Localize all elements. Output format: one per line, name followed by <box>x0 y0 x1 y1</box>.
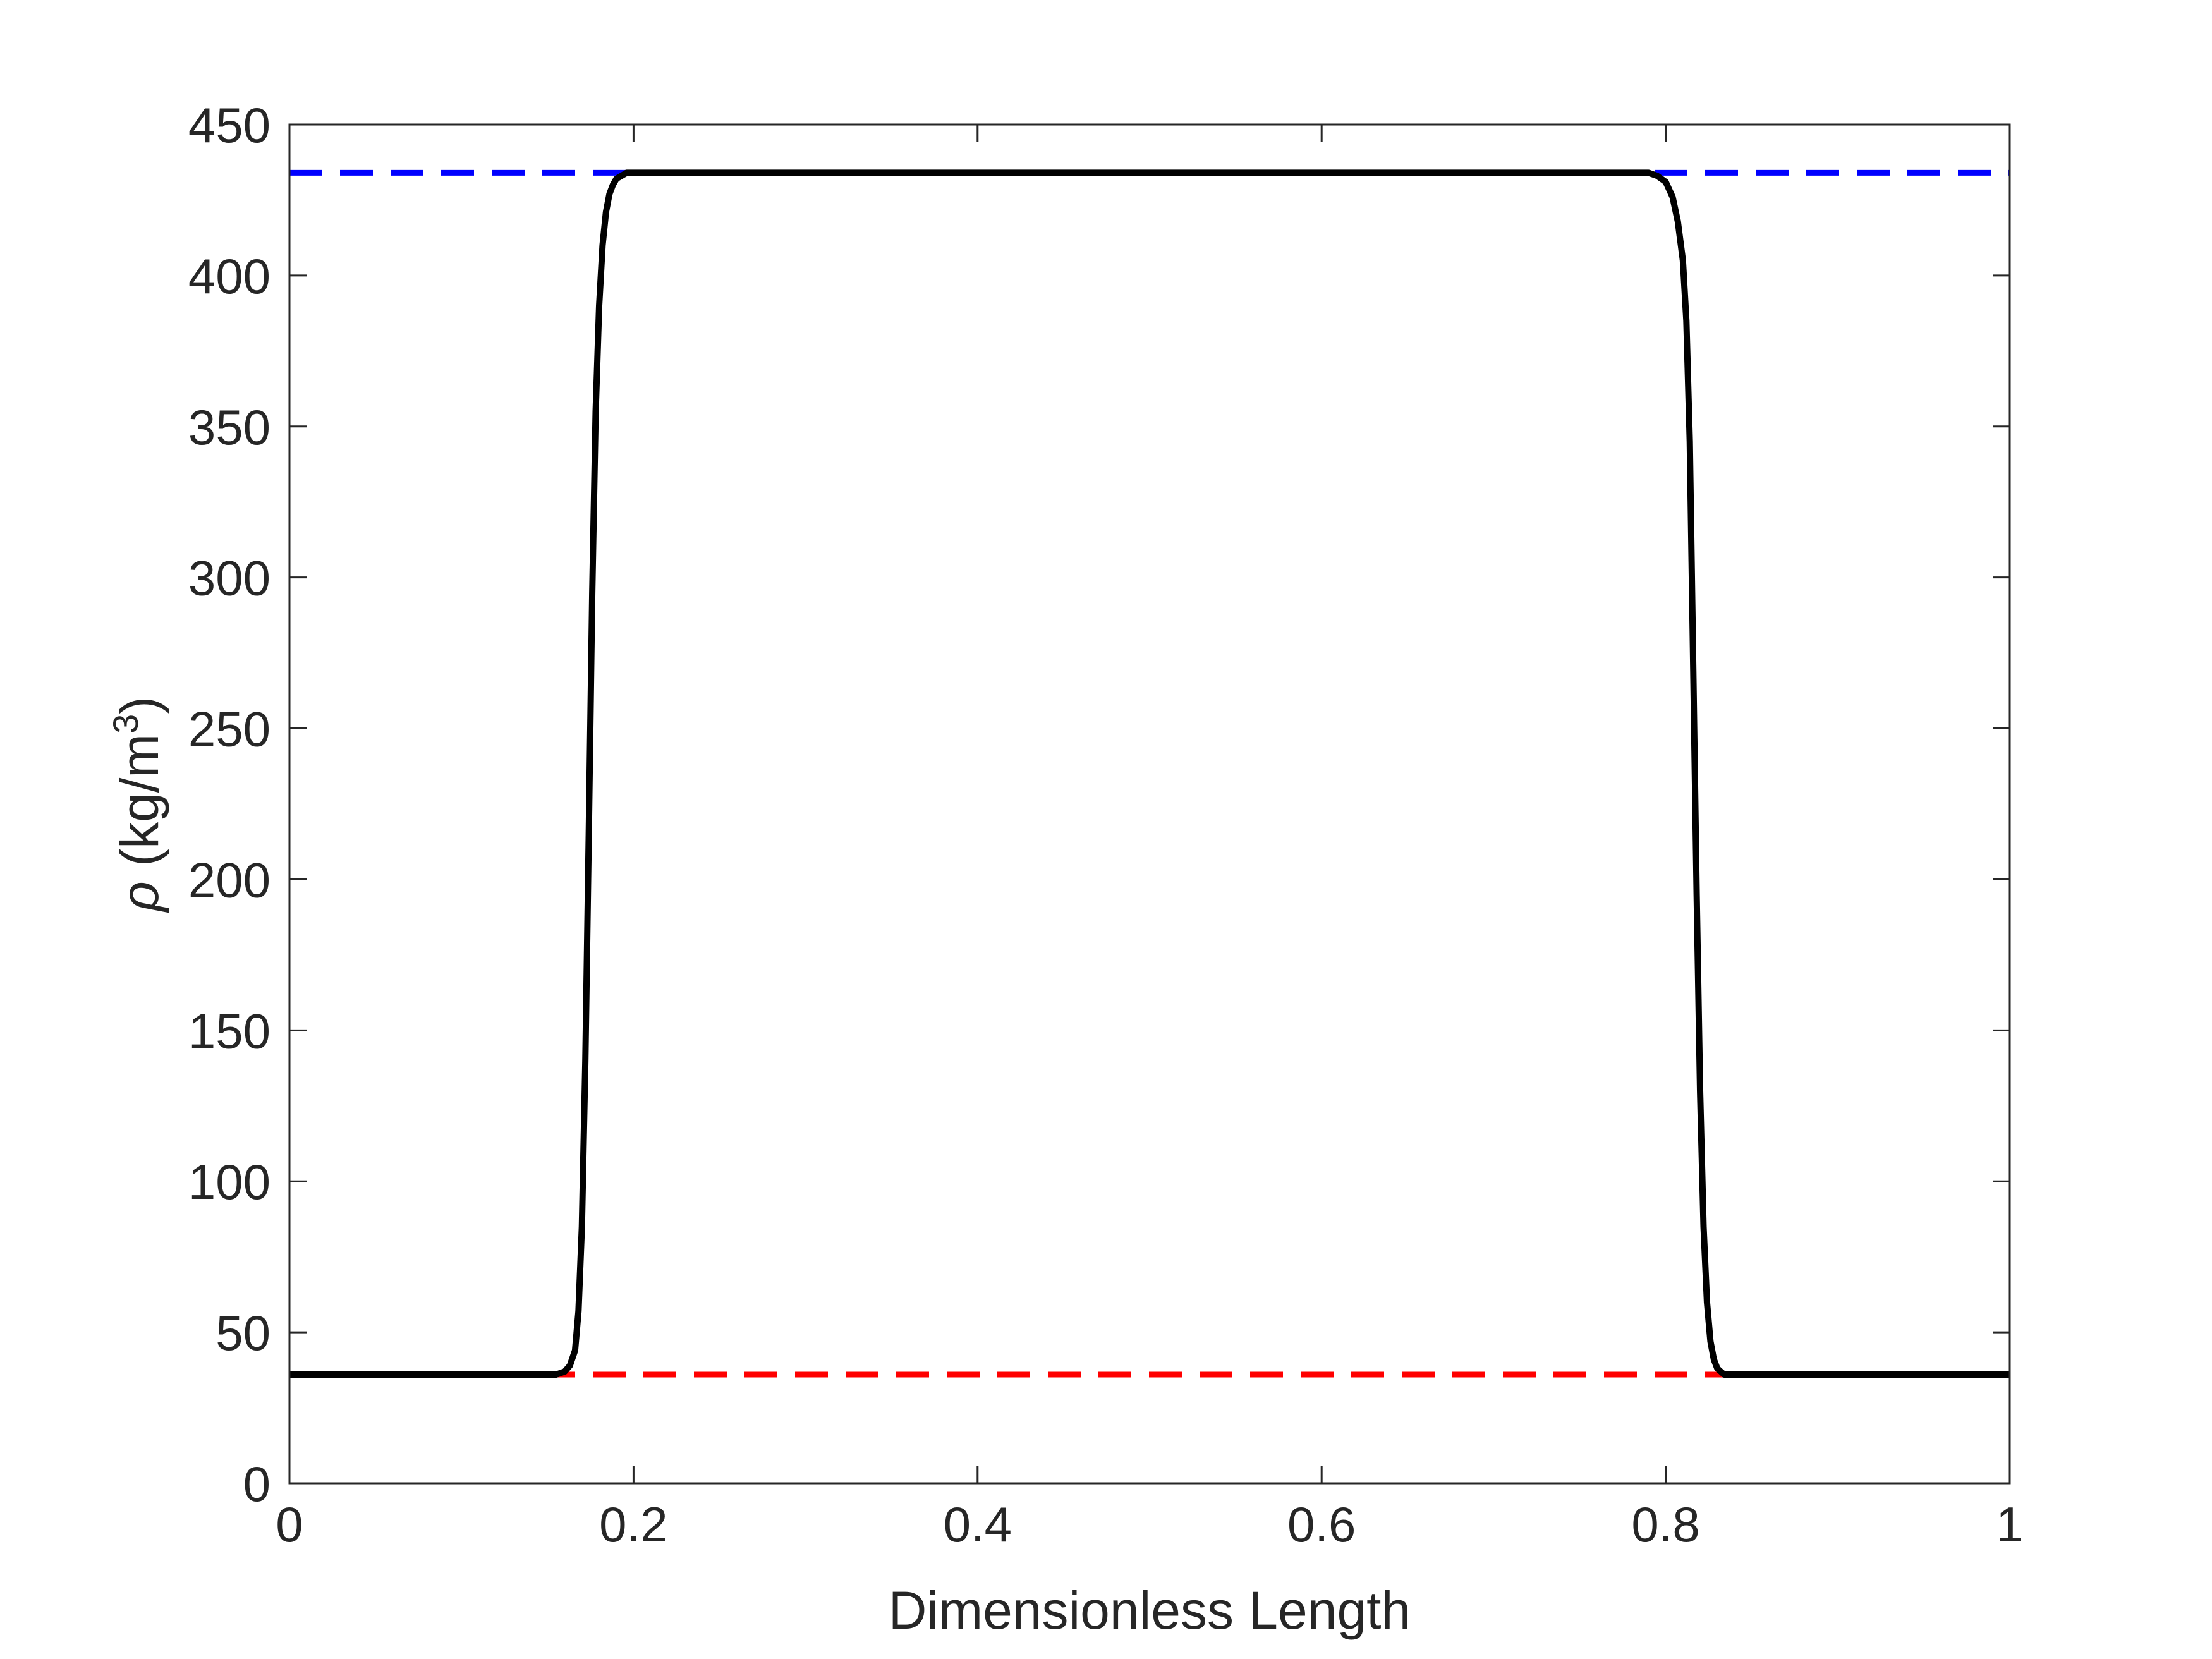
plot-area: 0 0.2 0.4 0.6 0.8 1 0 50 100 150 200 250 300 350 400 45… <box>188 97 2024 1552</box>
axes-background <box>289 125 2010 1483</box>
tick-layer: 0 0.2 0.4 0.6 0.8 1 0 50 100 150 200 250 300 350 400 45… <box>188 97 2024 1552</box>
y-tick-label: 150 <box>188 1003 270 1059</box>
y-tick-label: 350 <box>188 399 270 455</box>
x-tick-label: 0.4 <box>944 1497 1012 1552</box>
x-tick-label: 1 <box>1996 1497 2023 1552</box>
y-tick-label: 450 <box>188 97 270 153</box>
y-tick-label: 250 <box>188 702 270 757</box>
y-axis-label-close: ) <box>110 696 169 714</box>
y-tick-label: 0 <box>243 1456 270 1512</box>
x-axis-label: Dimensionless Length <box>889 1581 1411 1640</box>
y-axis-label-superscript: 3 <box>106 714 145 734</box>
y-axis-label-units: (kg/m <box>110 734 169 881</box>
y-tick-label: 100 <box>188 1154 270 1210</box>
y-tick-label: 200 <box>188 852 270 908</box>
x-tick-label: 0.2 <box>599 1497 667 1552</box>
x-tick-label: 0.8 <box>1631 1497 1699 1552</box>
series-line-3 <box>289 169 2010 1378</box>
y-axis-label-symbol: ρ <box>110 881 169 913</box>
y-tick-label: 400 <box>188 248 270 304</box>
axes-box <box>288 123 2011 1485</box>
y-tick-label: 50 <box>216 1305 270 1361</box>
x-tick-label: 0 <box>276 1497 303 1552</box>
series-layer <box>289 169 2010 1378</box>
x-tick-label: 0.6 <box>1287 1497 1356 1552</box>
y-axis-label: ρ (kg/m3) <box>106 696 169 914</box>
y-tick-label: 300 <box>188 550 270 606</box>
